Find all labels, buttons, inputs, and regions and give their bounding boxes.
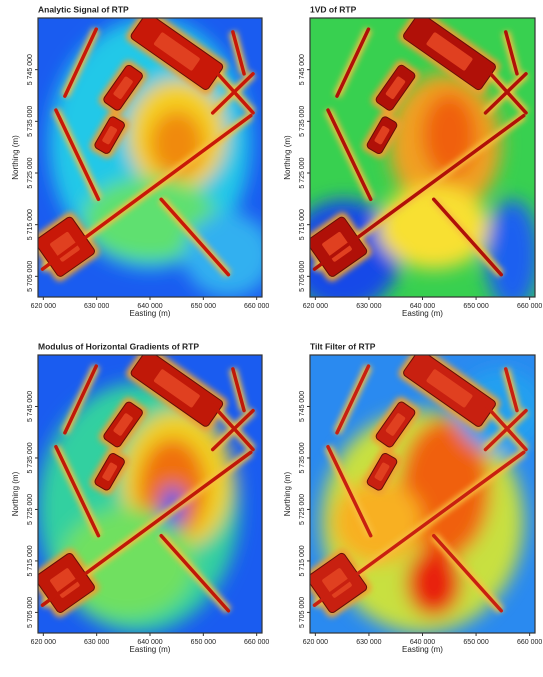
x-tick-label: 620 000 xyxy=(31,303,56,310)
y-tick-label: 5 725 000 xyxy=(27,157,34,188)
chart-title: Tilt Filter of RTP xyxy=(310,341,376,351)
y-axis-label: Northing (m) xyxy=(283,471,292,516)
x-tick-label: 630 000 xyxy=(356,303,381,310)
y-tick-label: 5 735 000 xyxy=(27,106,34,137)
x-axis-label: Easting (m) xyxy=(402,645,443,654)
y-axis-label: Northing (m) xyxy=(11,135,20,180)
map-image xyxy=(288,6,540,311)
y-tick-label: 5 745 000 xyxy=(27,391,34,422)
y-tick-label: 5 705 000 xyxy=(27,261,34,292)
x-axis-label: Easting (m) xyxy=(130,309,171,318)
x-tick-label: 660 000 xyxy=(244,303,269,310)
x-tick-label: 650 000 xyxy=(191,303,216,310)
y-tick-label: 5 705 000 xyxy=(27,597,34,628)
x-tick-label: 620 000 xyxy=(303,303,328,310)
x-tick-label: 660 000 xyxy=(517,303,542,310)
y-tick-label: 5 715 000 xyxy=(27,545,34,576)
y-tick-label: 5 725 000 xyxy=(299,494,306,525)
x-tick-label: 660 000 xyxy=(517,639,542,646)
y-tick-label: 5 715 000 xyxy=(299,545,306,576)
y-tick-label: 5 715 000 xyxy=(299,209,306,240)
map-image xyxy=(300,343,543,633)
map-image xyxy=(28,6,273,297)
anomaly xyxy=(184,213,274,297)
y-tick-label: 5 735 000 xyxy=(299,106,306,137)
y-tick-label: 5 735 000 xyxy=(299,442,306,473)
y-tick-label: 5 735 000 xyxy=(27,442,34,473)
chart-title: Modulus of Horizontal Gradients of RTP xyxy=(38,341,199,351)
chart-title: 1VD of RTP xyxy=(310,4,357,14)
y-tick-label: 5 745 000 xyxy=(27,54,34,85)
y-axis-label: Northing (m) xyxy=(283,135,292,180)
y-tick-label: 5 705 000 xyxy=(299,597,306,628)
x-tick-label: 650 000 xyxy=(191,639,216,646)
y-tick-label: 5 745 000 xyxy=(299,54,306,85)
x-tick-label: 630 000 xyxy=(84,303,109,310)
y-tick-label: 5 725 000 xyxy=(299,157,306,188)
x-tick-label: 630 000 xyxy=(84,639,109,646)
figure: 620 000630 000640 000650 000660 0005 705… xyxy=(0,0,543,677)
x-tick-label: 660 000 xyxy=(244,639,269,646)
y-tick-label: 5 705 000 xyxy=(299,261,306,292)
x-tick-label: 650 000 xyxy=(463,303,488,310)
x-tick-label: 650 000 xyxy=(463,639,488,646)
x-axis-label: Easting (m) xyxy=(402,309,443,318)
y-tick-label: 5 745 000 xyxy=(299,391,306,422)
y-tick-label: 5 715 000 xyxy=(27,209,34,240)
panel: 620 000630 000640 000650 000660 0005 705… xyxy=(11,4,273,318)
y-axis-label: Northing (m) xyxy=(11,471,20,516)
x-tick-label: 620 000 xyxy=(303,639,328,646)
x-tick-label: 630 000 xyxy=(356,639,381,646)
anomaly xyxy=(423,93,477,177)
x-axis-label: Easting (m) xyxy=(130,645,171,654)
x-tick-label: 620 000 xyxy=(31,639,56,646)
chart-title: Analytic Signal of RTP xyxy=(38,4,129,14)
y-tick-label: 5 725 000 xyxy=(27,494,34,525)
map-image xyxy=(28,343,262,633)
anomaly xyxy=(486,199,540,311)
